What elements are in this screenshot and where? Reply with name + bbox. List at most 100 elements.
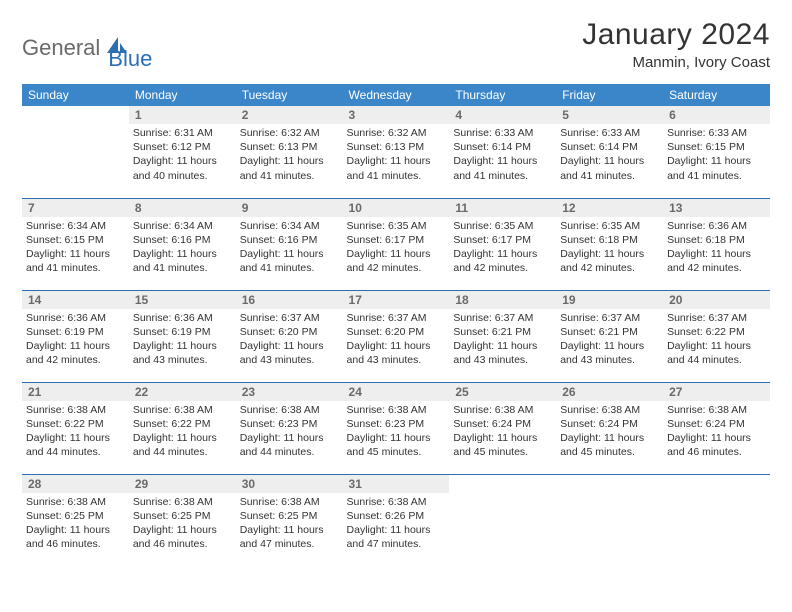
sunrise-line: Sunrise: 6:33 AM	[560, 126, 659, 140]
day-detail: Sunrise: 6:35 AMSunset: 6:18 PMDaylight:…	[556, 217, 663, 280]
weekday-header: Friday	[556, 84, 663, 106]
sunrise-line: Sunrise: 6:37 AM	[240, 311, 339, 325]
sunset-line: Sunset: 6:26 PM	[347, 509, 446, 523]
day-detail: Sunrise: 6:33 AMSunset: 6:14 PMDaylight:…	[556, 124, 663, 187]
day-detail: Sunrise: 6:34 AMSunset: 6:15 PMDaylight:…	[22, 217, 129, 280]
calendar-day-cell: 13Sunrise: 6:36 AMSunset: 6:18 PMDayligh…	[663, 198, 770, 290]
sunset-line: Sunset: 6:12 PM	[133, 140, 232, 154]
logo-text-general: General	[22, 35, 100, 61]
day-number: 5	[556, 106, 663, 124]
calendar-day-cell: 12Sunrise: 6:35 AMSunset: 6:18 PMDayligh…	[556, 198, 663, 290]
day-detail: Sunrise: 6:38 AMSunset: 6:24 PMDaylight:…	[449, 401, 556, 464]
sunset-line: Sunset: 6:21 PM	[453, 325, 552, 339]
sunset-line: Sunset: 6:23 PM	[240, 417, 339, 431]
day-detail: Sunrise: 6:38 AMSunset: 6:22 PMDaylight:…	[129, 401, 236, 464]
sunset-line: Sunset: 6:13 PM	[347, 140, 446, 154]
day-detail: Sunrise: 6:35 AMSunset: 6:17 PMDaylight:…	[449, 217, 556, 280]
daylight-line: Daylight: 11 hours and 41 minutes.	[347, 154, 446, 182]
day-number: 11	[449, 199, 556, 217]
sunrise-line: Sunrise: 6:38 AM	[560, 403, 659, 417]
sunset-line: Sunset: 6:15 PM	[667, 140, 766, 154]
sunset-line: Sunset: 6:19 PM	[133, 325, 232, 339]
day-number: 28	[22, 475, 129, 493]
sunset-line: Sunset: 6:23 PM	[347, 417, 446, 431]
sunset-line: Sunset: 6:20 PM	[347, 325, 446, 339]
sunrise-line: Sunrise: 6:38 AM	[453, 403, 552, 417]
calendar-day-cell: 23Sunrise: 6:38 AMSunset: 6:23 PMDayligh…	[236, 382, 343, 474]
daylight-line: Daylight: 11 hours and 42 minutes.	[667, 247, 766, 275]
daylight-line: Daylight: 11 hours and 42 minutes.	[347, 247, 446, 275]
daylight-line: Daylight: 11 hours and 44 minutes.	[133, 431, 232, 459]
day-detail: Sunrise: 6:38 AMSunset: 6:25 PMDaylight:…	[22, 493, 129, 556]
sunset-line: Sunset: 6:25 PM	[26, 509, 125, 523]
calendar-day-cell: 21Sunrise: 6:38 AMSunset: 6:22 PMDayligh…	[22, 382, 129, 474]
sunrise-line: Sunrise: 6:38 AM	[26, 403, 125, 417]
day-number: 30	[236, 475, 343, 493]
calendar-day-cell: 25Sunrise: 6:38 AMSunset: 6:24 PMDayligh…	[449, 382, 556, 474]
sunset-line: Sunset: 6:15 PM	[26, 233, 125, 247]
location: Manmin, Ivory Coast	[582, 54, 770, 71]
day-number: 14	[22, 291, 129, 309]
daylight-line: Daylight: 11 hours and 43 minutes.	[240, 339, 339, 367]
day-number: 31	[343, 475, 450, 493]
weekday-header: Thursday	[449, 84, 556, 106]
sunrise-line: Sunrise: 6:31 AM	[133, 126, 232, 140]
day-number: 16	[236, 291, 343, 309]
sunrise-line: Sunrise: 6:33 AM	[453, 126, 552, 140]
day-number: 4	[449, 106, 556, 124]
daylight-line: Daylight: 11 hours and 46 minutes.	[133, 523, 232, 551]
day-number: 23	[236, 383, 343, 401]
day-number: 1	[129, 106, 236, 124]
calendar-day-cell: 6Sunrise: 6:33 AMSunset: 6:15 PMDaylight…	[663, 106, 770, 198]
day-number: 26	[556, 383, 663, 401]
sunrise-line: Sunrise: 6:34 AM	[133, 219, 232, 233]
sunset-line: Sunset: 6:16 PM	[133, 233, 232, 247]
day-detail: Sunrise: 6:34 AMSunset: 6:16 PMDaylight:…	[236, 217, 343, 280]
calendar-day-cell: 9Sunrise: 6:34 AMSunset: 6:16 PMDaylight…	[236, 198, 343, 290]
day-detail: Sunrise: 6:34 AMSunset: 6:16 PMDaylight:…	[129, 217, 236, 280]
sunset-line: Sunset: 6:22 PM	[26, 417, 125, 431]
title-block: January 2024 Manmin, Ivory Coast	[582, 18, 770, 71]
calendar-day-cell: 26Sunrise: 6:38 AMSunset: 6:24 PMDayligh…	[556, 382, 663, 474]
day-number: 3	[343, 106, 450, 124]
day-number: 2	[236, 106, 343, 124]
weekday-header: Sunday	[22, 84, 129, 106]
day-number: 27	[663, 383, 770, 401]
calendar-day-cell: 29Sunrise: 6:38 AMSunset: 6:25 PMDayligh…	[129, 474, 236, 566]
sunrise-line: Sunrise: 6:38 AM	[26, 495, 125, 509]
day-number: 17	[343, 291, 450, 309]
sunset-line: Sunset: 6:18 PM	[667, 233, 766, 247]
day-number: 12	[556, 199, 663, 217]
sunrise-line: Sunrise: 6:35 AM	[453, 219, 552, 233]
calendar-week-row: 1Sunrise: 6:31 AMSunset: 6:12 PMDaylight…	[22, 106, 770, 198]
weekday-header-row: Sunday Monday Tuesday Wednesday Thursday…	[22, 84, 770, 106]
daylight-line: Daylight: 11 hours and 43 minutes.	[560, 339, 659, 367]
calendar-day-cell	[663, 474, 770, 566]
day-detail: Sunrise: 6:36 AMSunset: 6:19 PMDaylight:…	[22, 309, 129, 372]
day-detail: Sunrise: 6:37 AMSunset: 6:21 PMDaylight:…	[449, 309, 556, 372]
day-number: 10	[343, 199, 450, 217]
sunset-line: Sunset: 6:25 PM	[133, 509, 232, 523]
day-number: 15	[129, 291, 236, 309]
calendar-day-cell: 10Sunrise: 6:35 AMSunset: 6:17 PMDayligh…	[343, 198, 450, 290]
daylight-line: Daylight: 11 hours and 47 minutes.	[347, 523, 446, 551]
sunrise-line: Sunrise: 6:38 AM	[240, 495, 339, 509]
day-number: 7	[22, 199, 129, 217]
day-detail: Sunrise: 6:38 AMSunset: 6:25 PMDaylight:…	[236, 493, 343, 556]
sunset-line: Sunset: 6:21 PM	[560, 325, 659, 339]
daylight-line: Daylight: 11 hours and 42 minutes.	[26, 339, 125, 367]
calendar-week-row: 7Sunrise: 6:34 AMSunset: 6:15 PMDaylight…	[22, 198, 770, 290]
sunrise-line: Sunrise: 6:32 AM	[347, 126, 446, 140]
daylight-line: Daylight: 11 hours and 41 minutes.	[667, 154, 766, 182]
day-detail: Sunrise: 6:38 AMSunset: 6:23 PMDaylight:…	[236, 401, 343, 464]
day-detail: Sunrise: 6:38 AMSunset: 6:23 PMDaylight:…	[343, 401, 450, 464]
day-detail: Sunrise: 6:37 AMSunset: 6:20 PMDaylight:…	[236, 309, 343, 372]
day-number: 22	[129, 383, 236, 401]
sunrise-line: Sunrise: 6:38 AM	[133, 495, 232, 509]
sunrise-line: Sunrise: 6:32 AM	[240, 126, 339, 140]
daylight-line: Daylight: 11 hours and 40 minutes.	[133, 154, 232, 182]
daylight-line: Daylight: 11 hours and 41 minutes.	[240, 154, 339, 182]
sunrise-line: Sunrise: 6:38 AM	[667, 403, 766, 417]
day-detail: Sunrise: 6:37 AMSunset: 6:20 PMDaylight:…	[343, 309, 450, 372]
sunset-line: Sunset: 6:16 PM	[240, 233, 339, 247]
